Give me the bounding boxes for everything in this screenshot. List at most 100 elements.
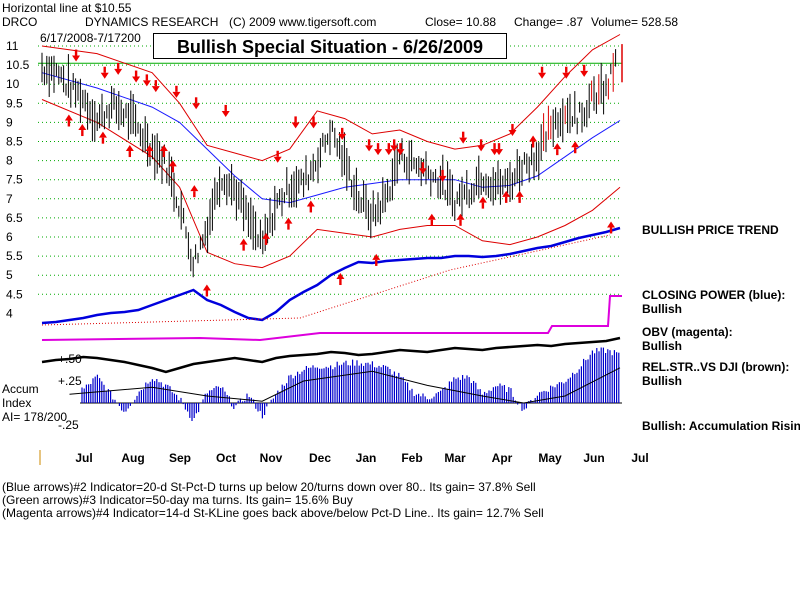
x-tick-label: Mar [444, 451, 466, 465]
relstr-line [41, 336, 621, 374]
x-tick-label: Jan [356, 451, 377, 465]
sell-arrow [72, 49, 81, 62]
buy-arrow [284, 217, 293, 230]
x-tick-label: Jun [583, 451, 604, 465]
buy-arrow [239, 238, 248, 251]
volume-value: Volume= 528.58 [591, 15, 679, 29]
change-value: Change= .87 [514, 15, 584, 29]
sell-arrow [172, 85, 181, 98]
y-tick-label: 6 [6, 230, 13, 244]
y-tick-label: 9 [6, 115, 13, 129]
buy-arrow [607, 221, 616, 234]
sell-arrow [459, 131, 468, 144]
x-tick-label: Dec [309, 451, 331, 465]
y-tick-label: 5.5 [6, 249, 23, 263]
buy-arrow [372, 253, 381, 266]
sell-arrow [374, 143, 383, 156]
footer-line-1: (Blue arrows)#2 Indicator=20-d St-Pct-D … [2, 480, 536, 494]
copyright: (C) 2009 www.tigersoft.com [229, 15, 377, 29]
closing-power-ma [41, 234, 611, 326]
annotation-obv-status: Bullish [642, 339, 683, 353]
y-tick-label: 11 [6, 39, 19, 53]
obv-line [41, 295, 622, 342]
buy-arrow [190, 185, 199, 198]
sell-arrow [562, 66, 571, 79]
sell-arrow [132, 70, 141, 83]
sell-arrow [273, 150, 282, 163]
buy-arrow [427, 213, 436, 226]
x-tick-label: Jul [631, 451, 648, 465]
sell-arrow [418, 162, 427, 175]
upper-band [41, 34, 621, 162]
annotation-closing-power-status: Bullish [642, 302, 683, 316]
buy-arrow [478, 196, 487, 209]
buy-arrow [145, 145, 154, 158]
buy-arrow [64, 114, 73, 127]
sell-arrow [142, 74, 151, 87]
buy-arrow [159, 145, 168, 158]
closing-power-line [41, 226, 621, 325]
buy-arrow [502, 190, 511, 203]
y-tick-label: 9.5 [6, 96, 23, 110]
annotation-price-trend: BULLISH PRICE TREND [642, 223, 779, 237]
annotation-closing-power: CLOSING POWER (blue): [642, 288, 786, 302]
x-tick-label: Jul [75, 451, 92, 465]
chart-title-box: Bullish Special Situation - 6/26/2009 [153, 33, 507, 59]
ai-value: AI= 178/200 [2, 410, 68, 424]
axes: 11 10.5 10 9.5 9 8.5 8 7.5 7 6.5 6 5.5 5 4.5 4 +.50 +.25… [6, 39, 649, 465]
chart-title: Bullish Special Situation - 6/26/2009 [176, 37, 484, 57]
close-value: Close= 10.88 [425, 15, 497, 29]
sell-arrow [508, 124, 517, 137]
y-tick-label: 4 [6, 306, 13, 320]
sell-arrow [221, 104, 230, 117]
buy-arrow [202, 284, 211, 297]
sell-arrow [495, 143, 504, 156]
y-tick-label: 7 [6, 192, 13, 206]
sell-arrow [309, 116, 318, 129]
ticker: DRCO [2, 15, 38, 29]
sell-arrow [390, 139, 399, 152]
y-tick-label: 7.5 [6, 173, 23, 187]
sell-arrow [114, 62, 123, 75]
buy-arrow [168, 160, 177, 173]
y-tick-label: 4.5 [6, 287, 23, 301]
accum-tick-label: +.50 [58, 352, 82, 366]
sell-arrow [538, 66, 547, 79]
accumulation-index [69, 347, 622, 421]
sell-arrow [477, 139, 486, 152]
buy-arrow [456, 213, 465, 226]
buy-arrow [553, 143, 562, 156]
accum-tick-label: -.25 [58, 418, 79, 432]
sell-arrow [384, 143, 393, 156]
sell-arrow [291, 116, 300, 129]
buy-arrow [262, 232, 271, 245]
buy-arrow [306, 200, 315, 213]
date-range: 6/17/2008-7/17200 [40, 31, 141, 45]
company-name: DYNAMICS RESEARCH [85, 15, 219, 29]
horizontal-line-note: Horizontal line at $10.55 [2, 1, 132, 15]
sell-arrow [338, 127, 347, 140]
annotation-obv: OBV (magenta): [642, 325, 733, 339]
indicator-lines [41, 226, 622, 374]
price-bars [41, 44, 623, 278]
annotation-accum-rising: Bullish: Accumulation Rising [642, 419, 800, 433]
sell-arrow [100, 66, 109, 79]
x-tick-label: Aug [121, 451, 144, 465]
buy-arrow [125, 145, 134, 158]
y-tick-label: 5 [6, 268, 13, 282]
annotation-relstr-status: Bullish [642, 374, 683, 388]
buy-arrow [571, 141, 580, 154]
sell-arrow [580, 64, 589, 77]
buy-arrow [529, 135, 538, 148]
x-tick-label: Apr [492, 451, 513, 465]
annotation-relstr: REL.STR..VS DJI (brown): [642, 360, 790, 374]
x-tick-label: Sep [169, 451, 191, 465]
accum-label: Accum [2, 382, 39, 396]
y-tick-label: 8.5 [6, 135, 23, 149]
footer-line-3: (Magenta arrows)#4 Indicator=14-d St-KLi… [2, 506, 544, 520]
index-label: Index [2, 396, 32, 410]
buy-arrow [78, 124, 87, 137]
accum-ma [69, 367, 621, 404]
lower-band [41, 99, 621, 269]
